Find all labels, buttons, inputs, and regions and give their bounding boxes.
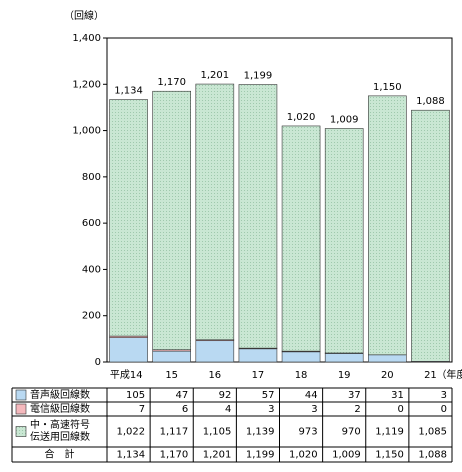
total-label: 1,088 [416,96,445,107]
total-row-label: 合 計 [45,448,75,461]
x-tick-label: 19 [338,370,351,381]
y-tick-label: 600 [82,218,101,229]
bar-segment [368,354,407,363]
table-cell: 1,085 [418,427,447,438]
bar-segment [195,340,235,363]
total-label: 1,199 [244,71,273,82]
table-cell: 31 [391,390,404,401]
legend-swatch [15,389,27,401]
table-cell: 0 [441,404,447,415]
y-tick-label: 400 [82,264,101,275]
table-cell: 1,009 [332,450,361,461]
x-tick-label: 15 [165,370,178,381]
bar-segment [324,353,364,363]
legend-label: 中・高速符号伝送用回線数 [30,419,90,443]
bar-segment [368,95,407,356]
y-axis-label: （回線） [64,9,104,22]
x-tick-label: 16 [208,370,221,381]
table-cell: 0 [398,404,404,415]
table-cell: 3 [311,404,317,415]
total-label: 1,009 [330,114,359,125]
bar-segment [324,128,364,354]
bar-segment [281,125,321,352]
legend-swatch [15,403,27,415]
table-cell: 1,088 [418,450,447,461]
legend-swatch [15,426,27,437]
table-cell: 1,170 [160,450,189,461]
y-tick-label: 1,400 [72,33,101,44]
table-cell: 47 [176,390,189,401]
bar-segment [195,83,235,341]
bar-segment [152,90,191,351]
total-label: 1,170 [157,77,186,88]
x-tick-label: 20 [381,370,394,381]
x-tick-label: 平成14 [110,369,143,381]
table-cell: 2 [354,404,360,415]
table-cell: 4 [225,404,231,415]
x-tick-label: 21 [424,370,437,381]
x-unit: （年度末） [436,368,462,381]
table-cell: 970 [342,427,361,438]
plot-area [106,37,453,363]
table-cell: 1,139 [246,427,275,438]
y-tick-label: 200 [82,311,101,322]
table-cell: 92 [219,390,232,401]
y-tick-label: 1,000 [72,126,101,137]
y-tick-label: 0 [95,357,101,368]
table-cell: 3 [268,404,274,415]
bar-segment [109,99,148,337]
total-label: 1,150 [373,82,402,93]
legend-label: 音声級回線数 [30,388,90,401]
bar-segment [109,337,148,363]
table-cell: 1,119 [375,427,404,438]
table-cell: 44 [305,390,318,401]
y-tick-label: 1,200 [72,79,101,90]
x-tick-label: 17 [252,370,265,381]
x-tick-label: 18 [295,370,308,381]
table-cell: 973 [299,427,318,438]
table-cell: 37 [348,390,361,401]
table-cell: 3 [441,390,447,401]
table-cell: 1,105 [203,427,232,438]
legend-label: 電信級回線数 [30,402,90,415]
table-cell: 1,150 [375,450,404,461]
table-cell: 1,117 [160,427,189,438]
table-cell: 1,020 [289,450,318,461]
total-label: 1,020 [287,112,316,123]
table-cell: 6 [182,404,188,415]
table-cell: 1,199 [246,450,275,461]
table-cell: 7 [139,404,145,415]
total-label: 1,201 [200,70,229,81]
bar-segment [411,109,450,362]
y-tick-label: 800 [82,172,101,183]
table-cell: 1,201 [203,450,232,461]
bar-segment [238,348,278,363]
bar-segment [281,351,321,363]
table-cell: 1,134 [116,450,145,461]
table-cell: 1,022 [116,427,145,438]
bar-segment [152,350,191,363]
total-label: 1,134 [114,86,143,97]
table-cell: 57 [262,390,275,401]
bar-segment [238,84,278,349]
table-cell: 105 [126,390,145,401]
